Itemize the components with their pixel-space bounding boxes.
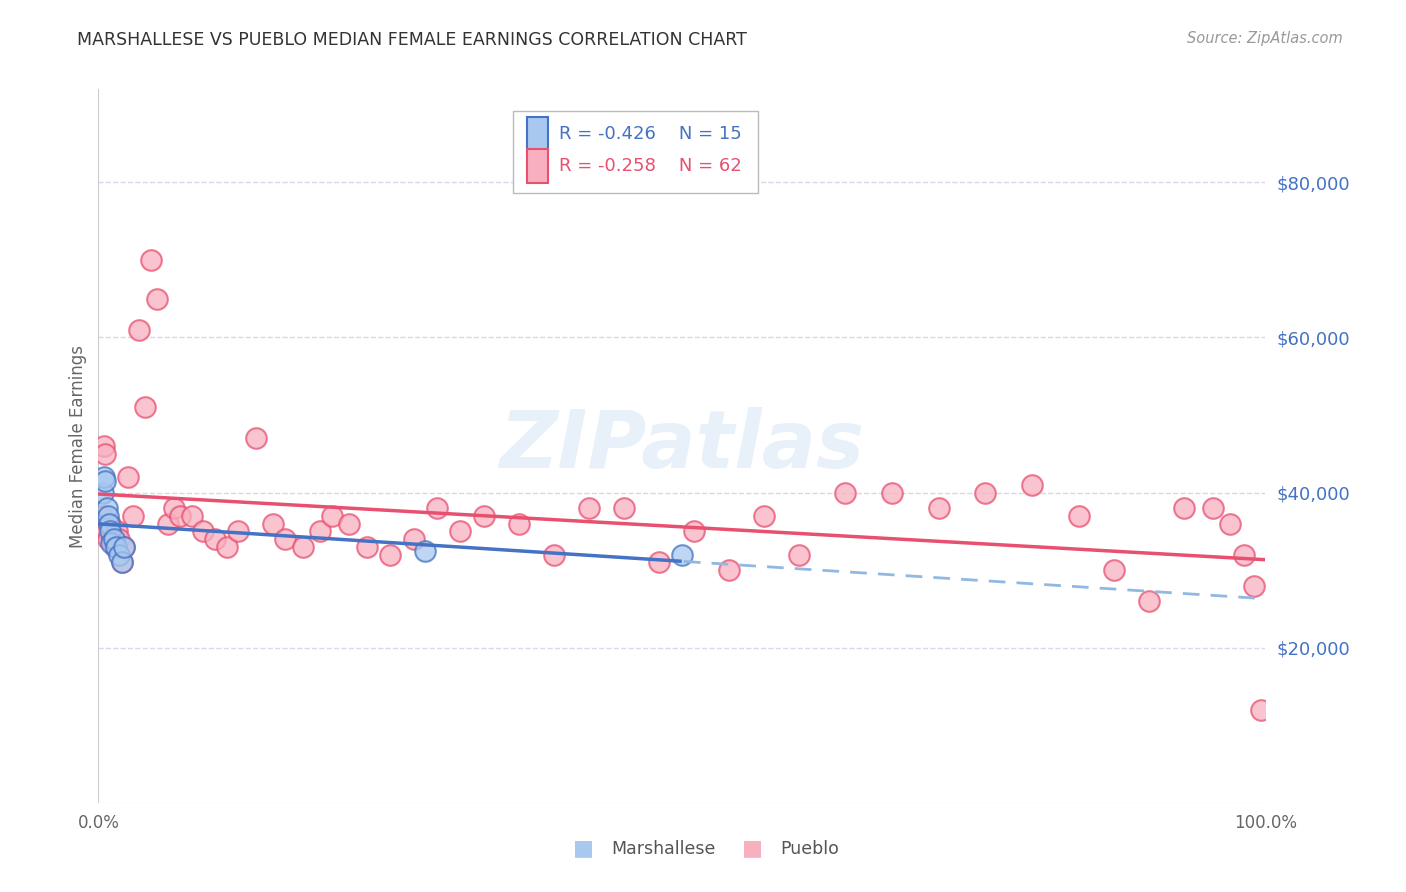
Point <box>752 508 775 523</box>
Point <box>508 516 530 531</box>
Point <box>682 524 704 539</box>
Point <box>94 474 117 488</box>
Point <box>134 401 156 415</box>
Point <box>100 536 122 550</box>
Point <box>103 532 125 546</box>
Point <box>108 532 131 546</box>
Point <box>98 516 121 531</box>
Point <box>834 485 856 500</box>
Point <box>262 516 284 531</box>
Point <box>402 532 425 546</box>
Text: R = -0.426    N = 15: R = -0.426 N = 15 <box>560 125 742 143</box>
Point <box>94 447 117 461</box>
Point <box>111 555 134 569</box>
Point <box>122 508 145 523</box>
Bar <box>527 149 548 184</box>
Point <box>117 470 139 484</box>
Point <box>1067 508 1090 523</box>
Point <box>93 439 115 453</box>
Point <box>139 252 162 267</box>
Point <box>787 548 810 562</box>
Point <box>96 524 118 539</box>
Point <box>90 508 112 523</box>
Point <box>157 516 180 531</box>
Point <box>101 532 124 546</box>
Point <box>108 548 131 562</box>
Text: Marshallese: Marshallese <box>612 840 716 858</box>
Point <box>449 524 471 539</box>
Point <box>1173 501 1195 516</box>
Point <box>472 508 495 523</box>
Point <box>91 485 114 500</box>
Text: ZIPatlas: ZIPatlas <box>499 407 865 485</box>
Point <box>1250 703 1272 717</box>
Point <box>169 508 191 523</box>
Point <box>1243 579 1265 593</box>
Point <box>97 532 120 546</box>
Point <box>146 292 169 306</box>
Point <box>671 548 693 562</box>
Text: MARSHALLESE VS PUEBLO MEDIAN FEMALE EARNINGS CORRELATION CHART: MARSHALLESE VS PUEBLO MEDIAN FEMALE EARN… <box>77 31 747 49</box>
Text: Source: ZipAtlas.com: Source: ZipAtlas.com <box>1187 31 1343 46</box>
Point <box>880 485 903 500</box>
Point <box>204 532 226 546</box>
Point <box>613 501 636 516</box>
Point <box>1137 594 1160 608</box>
Point <box>93 470 115 484</box>
Text: ■: ■ <box>574 838 593 858</box>
Point <box>215 540 238 554</box>
Point <box>111 555 134 569</box>
Text: Pueblo: Pueblo <box>780 840 839 858</box>
FancyBboxPatch shape <box>513 111 758 193</box>
Point <box>578 501 600 516</box>
Point <box>274 532 297 546</box>
Text: ■: ■ <box>742 838 762 858</box>
Point <box>245 431 267 445</box>
Point <box>97 508 120 523</box>
Point <box>96 501 118 516</box>
Point <box>309 524 332 539</box>
Point <box>128 323 150 337</box>
Y-axis label: Median Female Earnings: Median Female Earnings <box>69 344 87 548</box>
Point <box>543 548 565 562</box>
Point <box>163 501 186 516</box>
Point <box>180 508 202 523</box>
Bar <box>527 117 548 152</box>
Point <box>291 540 314 554</box>
Point <box>380 548 402 562</box>
Point <box>974 485 997 500</box>
Point <box>426 501 449 516</box>
Point <box>321 508 343 523</box>
Point <box>98 524 121 539</box>
Point <box>105 524 128 539</box>
Point <box>356 540 378 554</box>
Point <box>228 524 250 539</box>
Point <box>1219 516 1241 531</box>
Text: R = -0.258    N = 62: R = -0.258 N = 62 <box>560 157 742 175</box>
Point <box>112 540 135 554</box>
Point <box>1233 548 1256 562</box>
Point <box>104 540 127 554</box>
Point <box>337 516 360 531</box>
Point <box>717 563 740 577</box>
Point <box>928 501 950 516</box>
Point <box>647 555 669 569</box>
Point <box>413 543 436 558</box>
Point <box>1202 501 1225 516</box>
Point <box>104 540 127 554</box>
Point <box>112 540 135 554</box>
Point <box>193 524 215 539</box>
Point <box>1021 477 1043 491</box>
Point <box>1102 563 1125 577</box>
Point <box>97 516 120 531</box>
